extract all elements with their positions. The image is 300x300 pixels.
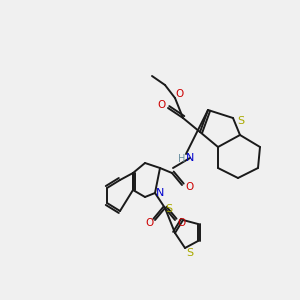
Text: O: O — [185, 182, 193, 192]
Text: O: O — [176, 89, 184, 99]
Text: N: N — [186, 153, 194, 163]
Text: O: O — [177, 218, 185, 228]
Text: O: O — [145, 218, 153, 228]
Text: H: H — [178, 154, 186, 164]
Text: S: S — [165, 204, 172, 214]
Text: O: O — [158, 100, 166, 110]
Text: N: N — [156, 188, 164, 198]
Text: S: S — [237, 116, 244, 126]
Text: S: S — [186, 248, 194, 258]
